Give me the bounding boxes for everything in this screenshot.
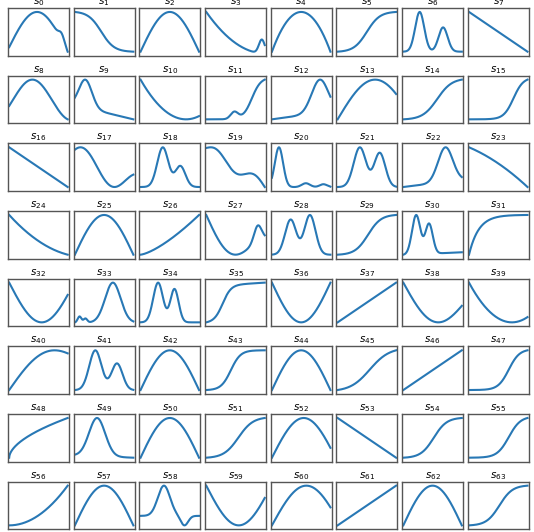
- Title: $s_{0}$: $s_{0}$: [33, 0, 44, 8]
- Title: $s_{7}$: $s_{7}$: [492, 0, 504, 8]
- Title: $s_{45}$: $s_{45}$: [359, 335, 375, 346]
- Title: $s_{21}$: $s_{21}$: [359, 131, 375, 143]
- Title: $s_{35}$: $s_{35}$: [227, 267, 244, 279]
- Title: $s_{43}$: $s_{43}$: [227, 335, 244, 346]
- Title: $s_{28}$: $s_{28}$: [293, 199, 309, 211]
- Title: $s_{14}$: $s_{14}$: [425, 64, 441, 76]
- Title: $s_{62}$: $s_{62}$: [425, 470, 441, 481]
- Title: $s_{17}$: $s_{17}$: [96, 131, 112, 143]
- Title: $s_{56}$: $s_{56}$: [30, 470, 46, 481]
- Title: $s_{3}$: $s_{3}$: [230, 0, 241, 8]
- Title: $s_{30}$: $s_{30}$: [425, 199, 441, 211]
- Title: $s_{13}$: $s_{13}$: [359, 64, 375, 76]
- Title: $s_{54}$: $s_{54}$: [425, 402, 441, 414]
- Title: $s_{53}$: $s_{53}$: [359, 402, 375, 414]
- Title: $s_{4}$: $s_{4}$: [295, 0, 307, 8]
- Title: $s_{32}$: $s_{32}$: [30, 267, 46, 279]
- Title: $s_{33}$: $s_{33}$: [96, 267, 112, 279]
- Title: $s_{38}$: $s_{38}$: [425, 267, 441, 279]
- Title: $s_{49}$: $s_{49}$: [96, 402, 112, 414]
- Title: $s_{40}$: $s_{40}$: [30, 335, 46, 346]
- Title: $s_{58}$: $s_{58}$: [162, 470, 178, 481]
- Title: $s_{61}$: $s_{61}$: [359, 470, 375, 481]
- Title: $s_{48}$: $s_{48}$: [30, 402, 46, 414]
- Title: $s_{24}$: $s_{24}$: [30, 199, 46, 211]
- Title: $s_{52}$: $s_{52}$: [293, 402, 309, 414]
- Title: $s_{27}$: $s_{27}$: [227, 199, 244, 211]
- Title: $s_{5}$: $s_{5}$: [361, 0, 373, 8]
- Title: $s_{42}$: $s_{42}$: [162, 335, 178, 346]
- Title: $s_{57}$: $s_{57}$: [96, 470, 112, 481]
- Title: $s_{51}$: $s_{51}$: [227, 402, 244, 414]
- Title: $s_{6}$: $s_{6}$: [427, 0, 438, 8]
- Title: $s_{9}$: $s_{9}$: [98, 64, 110, 76]
- Title: $s_{8}$: $s_{8}$: [33, 64, 44, 76]
- Title: $s_{15}$: $s_{15}$: [490, 64, 506, 76]
- Title: $s_{34}$: $s_{34}$: [162, 267, 178, 279]
- Title: $s_{31}$: $s_{31}$: [490, 199, 506, 211]
- Title: $s_{11}$: $s_{11}$: [227, 64, 244, 76]
- Title: $s_{19}$: $s_{19}$: [227, 131, 244, 143]
- Title: $s_{29}$: $s_{29}$: [359, 199, 375, 211]
- Title: $s_{46}$: $s_{46}$: [425, 335, 441, 346]
- Title: $s_{16}$: $s_{16}$: [30, 131, 46, 143]
- Title: $s_{23}$: $s_{23}$: [490, 131, 506, 143]
- Title: $s_{59}$: $s_{59}$: [227, 470, 244, 481]
- Title: $s_{50}$: $s_{50}$: [162, 402, 178, 414]
- Title: $s_{44}$: $s_{44}$: [293, 335, 309, 346]
- Title: $s_{20}$: $s_{20}$: [293, 131, 309, 143]
- Title: $s_{47}$: $s_{47}$: [490, 335, 506, 346]
- Title: $s_{22}$: $s_{22}$: [425, 131, 441, 143]
- Title: $s_{60}$: $s_{60}$: [293, 470, 309, 481]
- Title: $s_{55}$: $s_{55}$: [490, 402, 506, 414]
- Title: $s_{12}$: $s_{12}$: [293, 64, 309, 76]
- Title: $s_{37}$: $s_{37}$: [359, 267, 375, 279]
- Title: $s_{63}$: $s_{63}$: [490, 470, 506, 481]
- Title: $s_{2}$: $s_{2}$: [164, 0, 176, 8]
- Title: $s_{26}$: $s_{26}$: [162, 199, 178, 211]
- Title: $s_{25}$: $s_{25}$: [96, 199, 112, 211]
- Title: $s_{39}$: $s_{39}$: [490, 267, 506, 279]
- Title: $s_{10}$: $s_{10}$: [162, 64, 178, 76]
- Title: $s_{41}$: $s_{41}$: [96, 335, 112, 346]
- Title: $s_{18}$: $s_{18}$: [162, 131, 178, 143]
- Title: $s_{1}$: $s_{1}$: [98, 0, 110, 8]
- Title: $s_{36}$: $s_{36}$: [293, 267, 309, 279]
